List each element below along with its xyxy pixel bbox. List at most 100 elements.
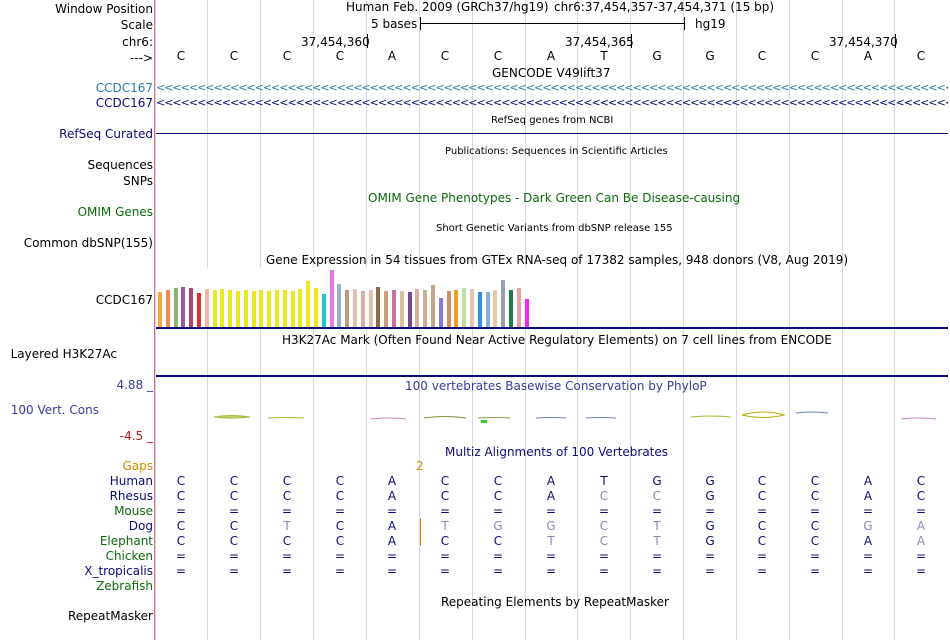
sequence-base[interactable]: G [705, 49, 715, 63]
gtex-tissue-bar[interactable] [236, 291, 240, 328]
gencode-gene-2[interactable]: <<<<<<<<<<<<<<<<<<<<<<<<<<<<<<<<<<<<<<<<… [156, 97, 948, 109]
conservation-wiggle[interactable] [156, 405, 948, 427]
sequence-base[interactable]: C [916, 49, 926, 63]
gtex-tissue-bar[interactable] [454, 290, 459, 328]
gtex-tissue-bar[interactable] [345, 290, 350, 328]
gtex-tissue-bar[interactable] [462, 288, 467, 328]
multiz-base: T [547, 534, 555, 548]
multiz-base: A [863, 489, 873, 503]
gtex-tissue-bar[interactable] [173, 288, 178, 328]
multiz-species-label[interactable]: Dog [128, 519, 153, 533]
repeatmasker-label[interactable]: RepeatMasker [67, 609, 153, 623]
multiz-gap-count[interactable]: 2 [416, 459, 424, 473]
conservation-label[interactable]: 100 Vert. Cons [10, 403, 99, 417]
multiz-species-label[interactable]: Rhesus [109, 489, 153, 503]
sequence-base[interactable]: G [652, 49, 662, 63]
gtex-tissue-bar[interactable] [165, 290, 170, 328]
gtex-tissue-bar[interactable] [392, 290, 396, 328]
gtex-tissue-bar[interactable] [384, 291, 389, 328]
gtex-tissue-bar[interactable] [485, 292, 490, 328]
gtex-tissue-bar[interactable] [158, 292, 162, 328]
sequence-base[interactable]: C [440, 49, 450, 63]
sequence-base[interactable]: C [757, 49, 767, 63]
gtex-tissue-bar[interactable] [259, 290, 264, 328]
multiz-species-label[interactable]: X_tropicalis [84, 564, 153, 578]
gtex-tissue-bar[interactable] [368, 290, 373, 328]
gencode-gene-label-1[interactable]: CCDC167 [95, 81, 153, 95]
multiz-base: A [546, 489, 556, 503]
sequence-base[interactable]: C [335, 49, 345, 63]
gtex-expression-chart[interactable] [156, 268, 556, 328]
refseq-gene-line[interactable] [156, 133, 948, 134]
gtex-tissue-bar[interactable] [516, 288, 521, 328]
multiz-species-label[interactable]: Human [109, 474, 153, 488]
sequence-base[interactable]: C [282, 49, 292, 63]
gtex-tissue-bar[interactable] [251, 291, 256, 328]
gtex-tissue-bar[interactable] [197, 293, 201, 328]
gtex-tissue-bar[interactable] [220, 289, 225, 328]
sequence-base[interactable]: A [546, 49, 556, 63]
gtex-tissue-bar[interactable] [181, 287, 186, 328]
sequence-base[interactable]: C [176, 49, 186, 63]
multiz-species-label[interactable]: Zebrafish [96, 579, 153, 593]
gtex-tissue-bar[interactable] [282, 290, 287, 328]
gtex-tissue-bar[interactable] [329, 270, 334, 328]
gtex-gene-label[interactable]: CCDC167 [95, 293, 153, 307]
gtex-tissue-bar[interactable] [189, 288, 194, 328]
gtex-tissue-bar[interactable] [477, 292, 482, 328]
omim-label[interactable]: OMIM Genes [77, 205, 153, 219]
sequence-base[interactable]: A [387, 49, 397, 63]
publications-sequences-label[interactable]: Sequences [87, 158, 153, 172]
gtex-tissue-bar[interactable] [493, 290, 498, 328]
gtex-tissue-bar[interactable] [407, 292, 412, 328]
multiz-base: = [809, 504, 821, 518]
gtex-tissue-bar[interactable] [431, 285, 435, 328]
gtex-tissue-bar[interactable] [321, 294, 326, 328]
multiz-species-label[interactable]: Elephant [99, 534, 153, 548]
multiz-base: C [916, 489, 926, 503]
ruler-tick-1: 37,454,360 [301, 35, 370, 49]
refseq-label[interactable]: RefSeq Curated [59, 127, 153, 141]
gtex-tissue-bar[interactable] [306, 281, 311, 328]
gtex-tissue-bar[interactable] [360, 291, 365, 328]
multiz-base: = [545, 564, 557, 578]
gtex-tissue-bar[interactable] [438, 298, 443, 328]
gtex-tissue-bar[interactable] [243, 290, 248, 328]
ruler-tick-mark-2 [631, 34, 632, 48]
publications-snps-label[interactable]: SNPs [123, 174, 153, 188]
gtex-tissue-bar[interactable] [470, 289, 474, 328]
gtex-tissue-bar[interactable] [353, 289, 357, 328]
multiz-base: C [440, 534, 450, 548]
sequence-base[interactable]: C [810, 49, 820, 63]
h3k27ac-label[interactable]: Layered H3K27Ac [10, 347, 117, 361]
dbsnp-label[interactable]: Common dbSNP(155) [23, 236, 153, 250]
gtex-tissue-bar[interactable] [509, 290, 513, 328]
gtex-tissue-bar[interactable] [423, 290, 428, 328]
gtex-tissue-bar[interactable] [267, 291, 272, 328]
multiz-base: = [492, 504, 504, 518]
multiz-species-label[interactable]: Mouse [114, 504, 153, 518]
gtex-tissue-bar[interactable] [275, 290, 279, 328]
gtex-tissue-bar[interactable] [399, 291, 404, 328]
sequence-base[interactable]: T [600, 49, 608, 63]
gencode-gene-label-2[interactable]: CCDC167 [95, 96, 153, 110]
gtex-tissue-bar[interactable] [446, 291, 451, 328]
gtex-tissue-bar[interactable] [298, 289, 303, 328]
multiz-gaps-label[interactable]: Gaps [122, 459, 153, 473]
gencode-gene-1[interactable]: <<<<<<<<<<<<<<<<<<<<<<<<<<<<<<<<<<<<<<<<… [156, 82, 948, 94]
gtex-tissue-bar[interactable] [337, 284, 342, 328]
gtex-tissue-bar[interactable] [290, 291, 295, 328]
gtex-tissue-bar[interactable] [501, 280, 506, 328]
gtex-tissue-bar[interactable] [415, 289, 420, 328]
gtex-tissue-bar[interactable] [212, 290, 217, 328]
gtex-tissue-bar[interactable] [228, 290, 233, 328]
multiz-species-label[interactable]: Chicken [105, 549, 153, 563]
sequence-base[interactable]: C [493, 49, 503, 63]
gtex-tissue-bar[interactable] [524, 299, 529, 328]
gtex-tissue-bar[interactable] [314, 288, 318, 328]
sequence-base[interactable]: A [863, 49, 873, 63]
gtex-tissue-bar[interactable] [204, 289, 209, 328]
sequence-base[interactable]: C [229, 49, 239, 63]
gtex-tissue-bar[interactable] [376, 287, 381, 328]
